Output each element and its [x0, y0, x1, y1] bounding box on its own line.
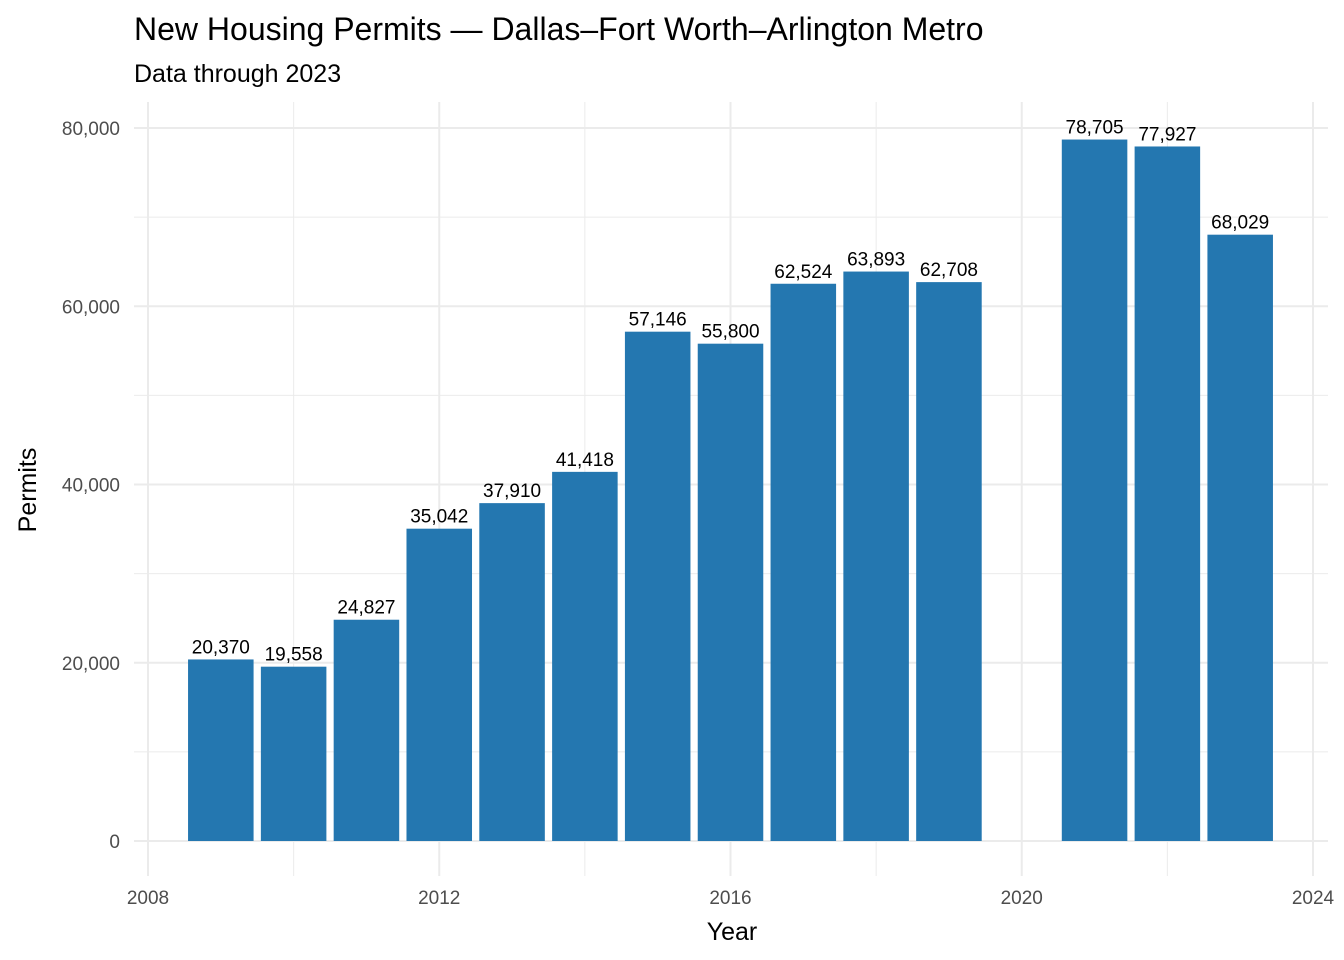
bar-value-label-2021: 78,705 [1066, 118, 1124, 139]
bar-2010 [260, 666, 327, 841]
y-tick-label: 20,000 [62, 654, 120, 675]
y-tick-label: 40,000 [62, 476, 120, 497]
bar-2016 [697, 343, 764, 841]
bar-labels-group: 20,370 19,558 24,827 35,042 37,910 41,418 57,1… [192, 118, 1270, 666]
x-axis-title: Year [707, 918, 758, 946]
y-tick-label: 80,000 [62, 119, 120, 140]
bar-value-label-2018: 63,893 [847, 250, 905, 271]
y-axis-title: Permits [14, 448, 42, 533]
bar-value-label-2009: 20,370 [192, 637, 250, 658]
bar-2019 [916, 282, 982, 841]
chart-subtitle: Data through 2023 [134, 60, 341, 88]
bar-2021 [1061, 139, 1128, 841]
bar-value-label-2022: 77,927 [1138, 124, 1196, 145]
bar-value-label-2012: 35,042 [410, 507, 468, 528]
x-tick-label: 2020 [1001, 888, 1043, 909]
bar-value-label-2023: 68,029 [1211, 213, 1269, 234]
x-tick-label: 2008 [127, 888, 169, 909]
bar-2013 [479, 503, 545, 841]
chart-title: New Housing Permits — Dallas–Fort Worth–… [134, 11, 983, 47]
bar-2018 [843, 271, 909, 841]
bar-2012 [406, 528, 473, 841]
bar-value-label-2019: 62,708 [920, 260, 978, 281]
bar-2009 [188, 659, 254, 841]
bar-2015 [624, 331, 691, 841]
bar-2014 [552, 471, 618, 841]
bar-value-label-2015: 57,146 [629, 310, 687, 331]
bar-2023 [1207, 234, 1273, 842]
x-axis-ticks: 2008 2012 2016 2020 2024 [127, 888, 1335, 909]
bar-value-label-2013: 37,910 [483, 481, 541, 502]
bar-2022 [1134, 146, 1201, 842]
bar-value-label-2016: 55,800 [701, 322, 759, 343]
bar-value-label-2010: 19,558 [265, 645, 323, 666]
bar-value-label-2017: 62,524 [774, 262, 833, 283]
bar-value-label-2014: 41,418 [556, 450, 614, 471]
y-axis-ticks: 0 20,000 40,000 60,000 80,000 [62, 119, 120, 853]
y-tick-label: 0 [109, 832, 120, 853]
bars-group [188, 139, 1273, 842]
bar-2011 [333, 619, 400, 841]
bar-2017 [770, 283, 837, 841]
x-tick-label: 2024 [1292, 888, 1335, 909]
x-tick-label: 2016 [709, 888, 751, 909]
y-tick-label: 60,000 [62, 297, 120, 318]
bar-value-label-2011: 24,827 [337, 598, 395, 619]
x-tick-label: 2012 [418, 888, 460, 909]
